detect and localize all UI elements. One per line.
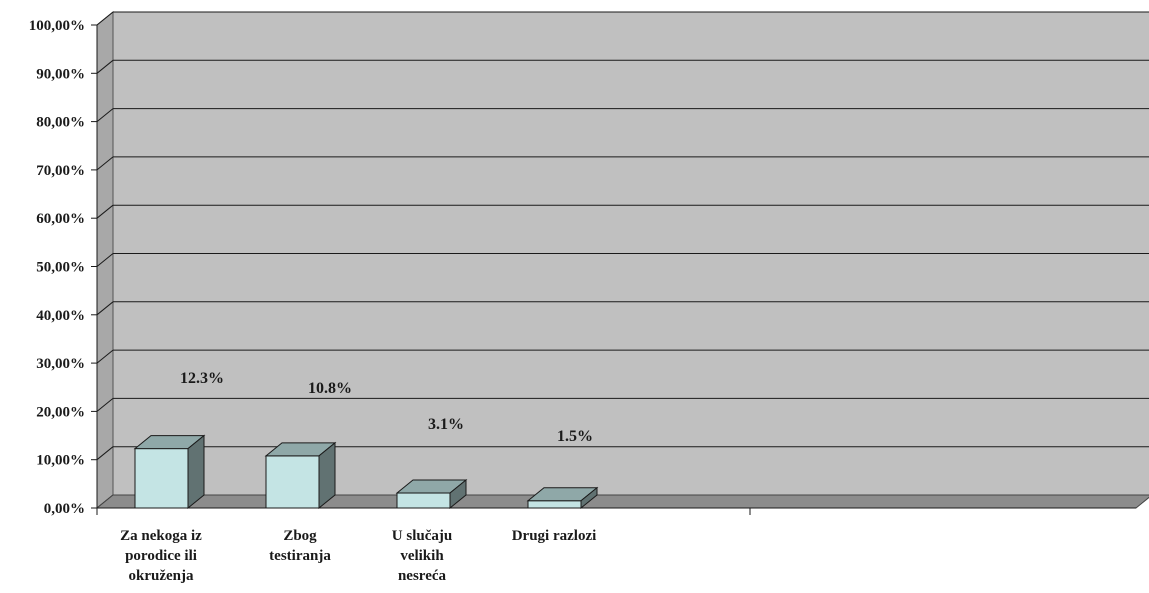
y-tick-label: 60,00% [36, 211, 85, 227]
gridline-side [96, 446, 114, 461]
gridline-side [96, 253, 114, 267]
y-tick-labels: 0,00% 10,00% 20,00% 30,00% 40,00% 50,00% 60,00… [29, 18, 97, 517]
gridline-side [96, 301, 114, 316]
category-label-line: porodice ili [125, 548, 197, 564]
category-label-line: Drugi razlozi [512, 528, 597, 544]
y-tick-label: 70,00% [36, 163, 85, 179]
gridline-side [96, 156, 114, 171]
category-labels: Za nekoga iz porodice ili okruženja Zbog tes… [120, 528, 596, 584]
plot-wall [96, 10, 1149, 510]
data-labels: 12.3% 10.8% 3.1% 1.5% [180, 370, 593, 445]
category-label: Drugi razlozi [512, 528, 597, 544]
floor [95, 494, 1149, 509]
y-tick-label: 50,00% [36, 260, 85, 276]
y-tick-label: 10,00% [36, 453, 85, 469]
bars [133, 434, 599, 510]
y-tick-label: 100,00% [29, 18, 85, 34]
bar-side [580, 486, 598, 510]
category-label: Za nekoga iz porodice ili okruženja [120, 528, 202, 584]
y-tick-label: 40,00% [36, 308, 85, 324]
y-tick-label: 30,00% [36, 356, 85, 372]
category-label-line: okruženja [129, 568, 194, 584]
gridline-side [96, 204, 114, 219]
gridline-side [96, 11, 114, 26]
category-label: U slučaju velikih nesreća [392, 528, 452, 584]
data-label: 12.3% [180, 370, 224, 387]
category-label: Zbog testiranja [269, 528, 331, 564]
y-tick-label: 90,00% [36, 66, 85, 82]
category-label-line: Za nekoga iz [120, 528, 202, 544]
category-label-line: Zbog [283, 528, 317, 544]
y-tick-label: 20,00% [36, 404, 85, 420]
category-label-line: nesreća [398, 568, 447, 584]
bar-side [449, 478, 467, 510]
data-label: 1.5% [557, 428, 593, 445]
gridline-side [96, 398, 114, 412]
gridline-side [96, 59, 114, 74]
gridline-side [96, 349, 114, 364]
bar-front [396, 492, 451, 509]
gridline-side [96, 108, 114, 122]
data-label: 3.1% [428, 416, 464, 433]
bar-side [187, 434, 205, 510]
y-tick-label: 80,00% [36, 115, 85, 131]
bar-front [134, 448, 189, 509]
category-label-line: U slučaju [392, 528, 452, 544]
category-label-line: velikih [400, 548, 444, 564]
gridlines [96, 11, 1149, 509]
plot-floor [95, 494, 1149, 509]
bar-front [265, 455, 320, 509]
bar-side [318, 441, 336, 510]
bar-front [527, 500, 582, 509]
category-label-line: testiranja [269, 548, 331, 564]
y-tick-label: 0,00% [44, 501, 85, 517]
data-label: 10.8% [308, 380, 352, 397]
